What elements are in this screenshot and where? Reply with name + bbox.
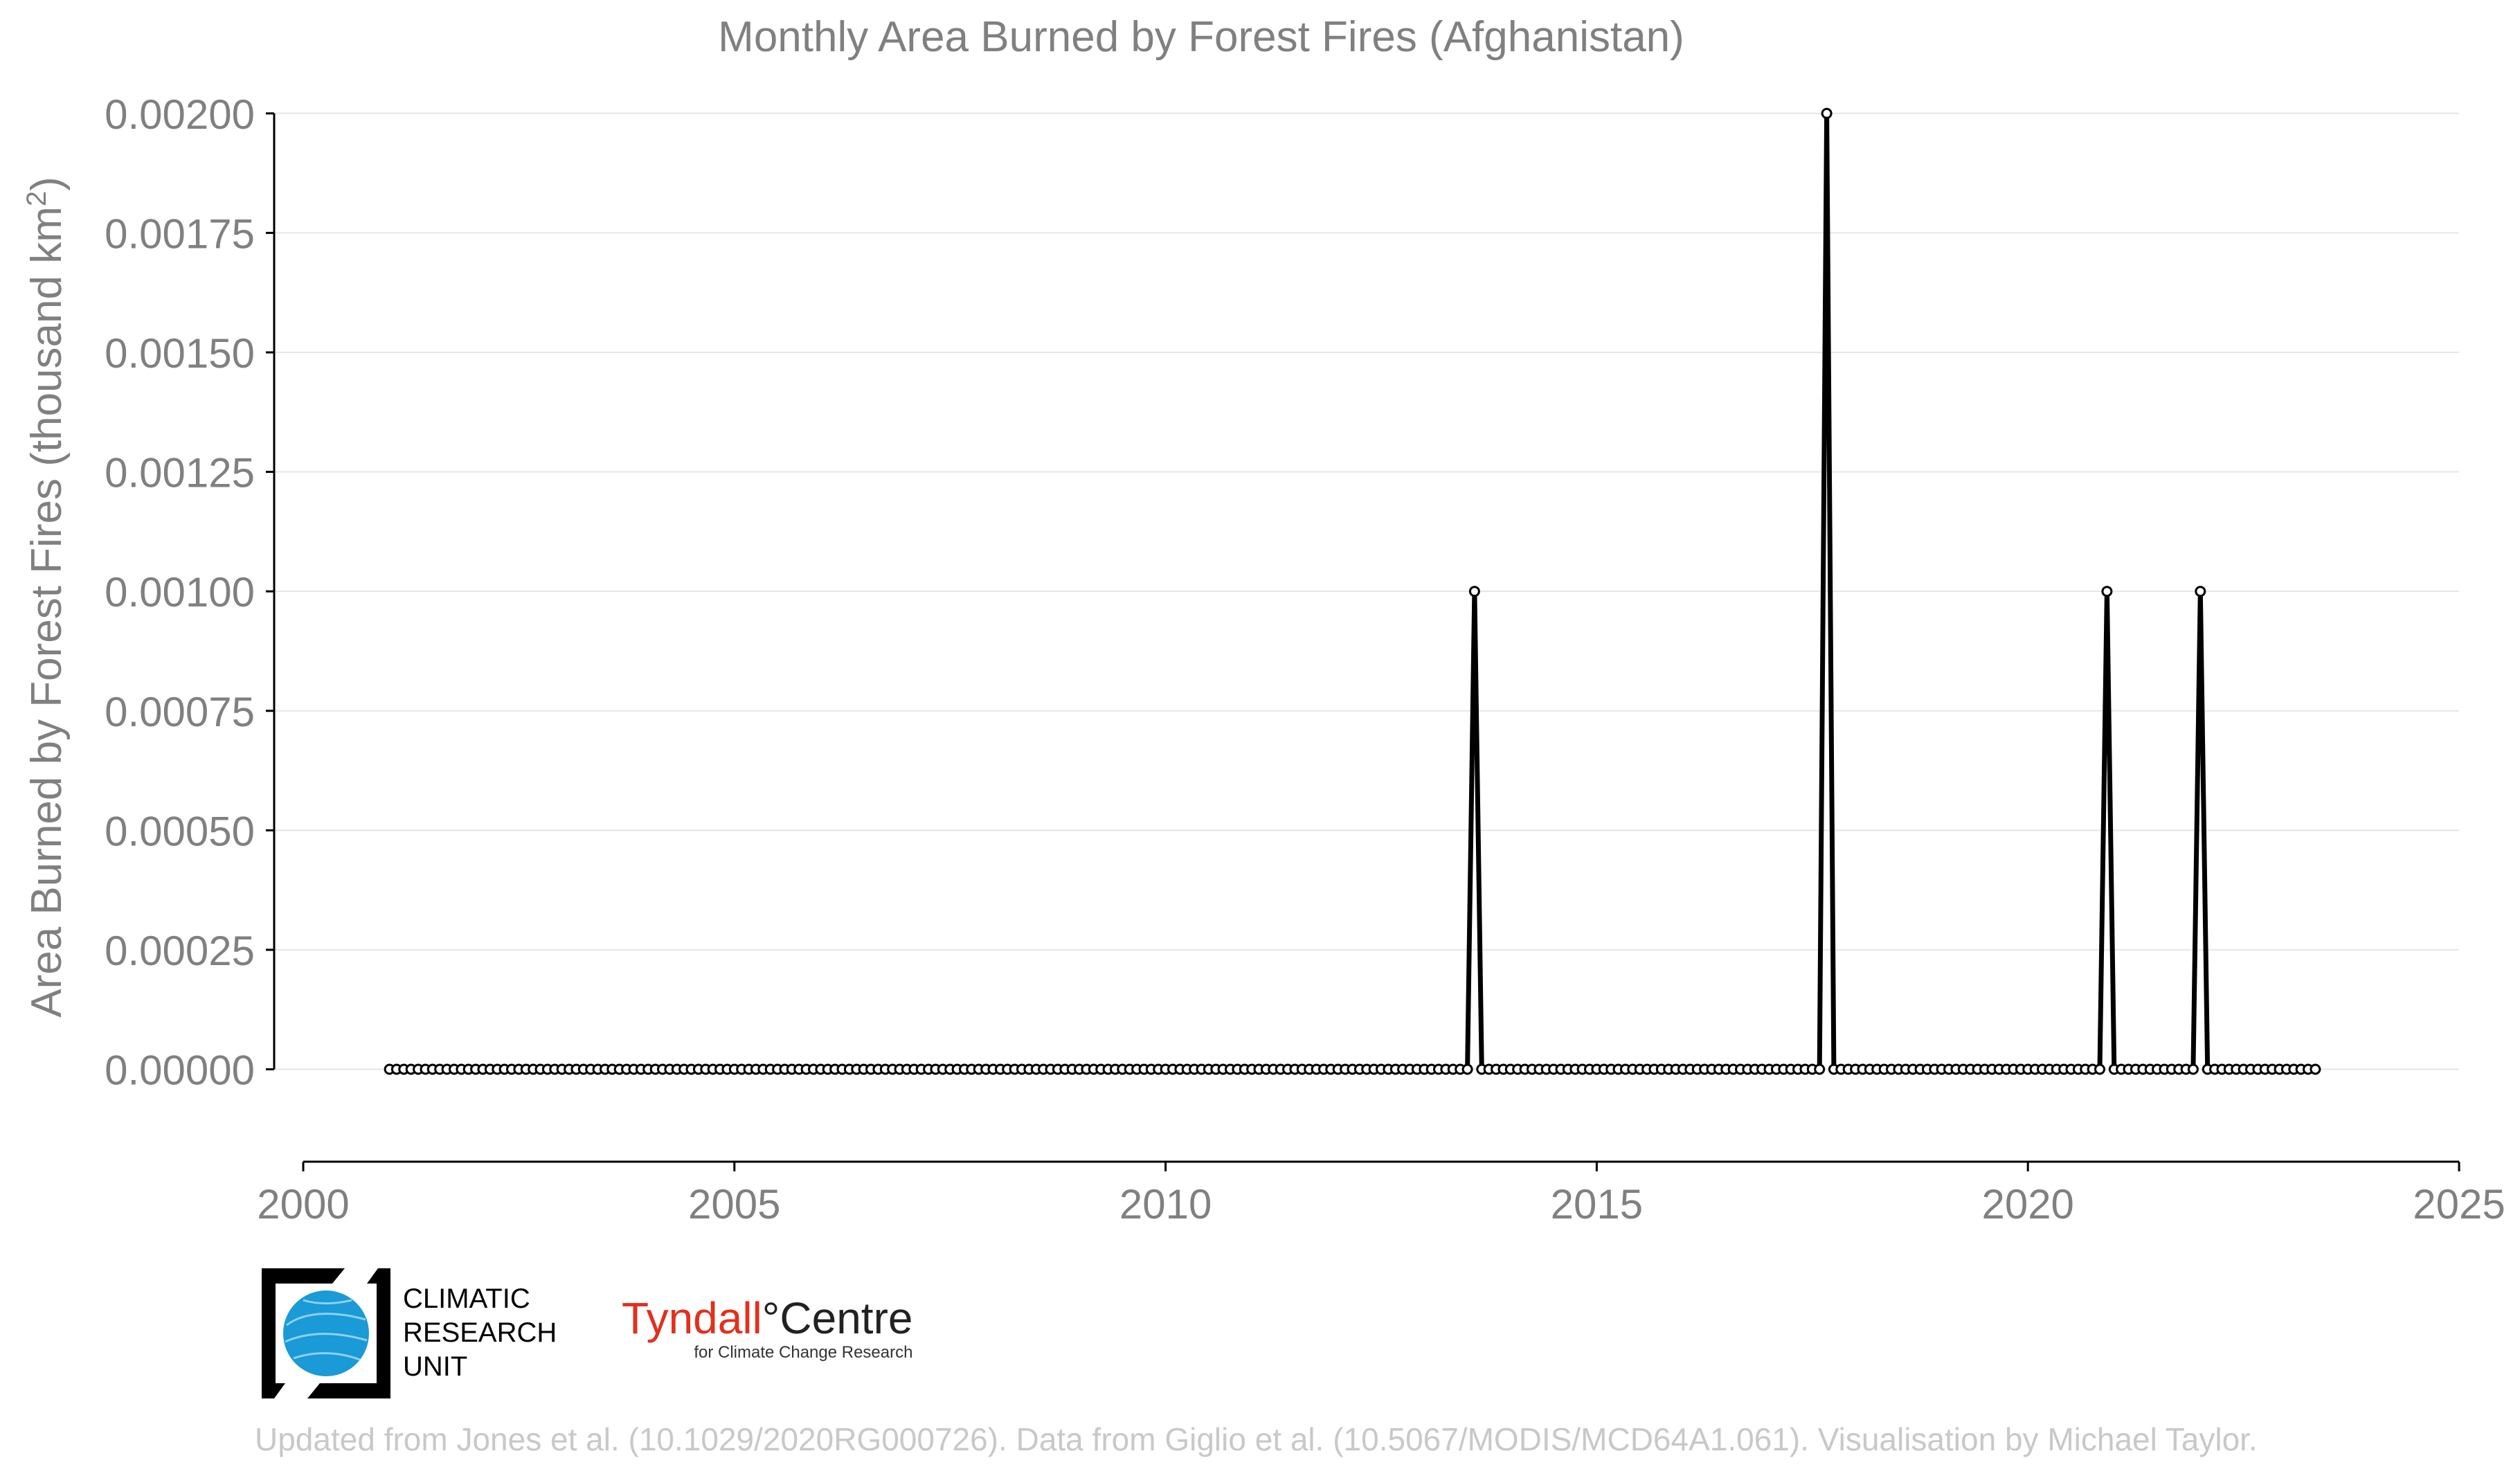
- y-tick-label: 0.00025: [105, 928, 255, 974]
- chart-area: 0.00000 0.00025 0.00050 0.00075 0.00100 0.001…: [21, 91, 2505, 1227]
- data-point: [2187, 1063, 2199, 1075]
- x-ticks: 2000 2005 2010 2015 2020 2025: [257, 1162, 2505, 1227]
- x-tick-label: 2010: [1119, 1181, 1212, 1227]
- data-point: [2101, 586, 2113, 597]
- y-tick-label: 0.00175: [105, 210, 255, 257]
- y-tick-label: 0.00100: [105, 569, 255, 615]
- x-tick-label: 2015: [1551, 1181, 1643, 1227]
- y-tick-label: 0.00075: [105, 689, 255, 735]
- data-point: [1814, 1063, 1826, 1075]
- x-tick-label: 2025: [2413, 1181, 2505, 1227]
- data-point: [2094, 1063, 2105, 1075]
- tyndall-degree: °: [762, 1293, 780, 1343]
- logos: CLIMATIC RESEARCH UNIT Tyndall°Centre fo…: [255, 1264, 947, 1403]
- data-point: [2195, 586, 2206, 597]
- y-tick-label: 0.00125: [105, 450, 255, 496]
- data-point: [1821, 107, 1833, 119]
- gridlines: [274, 112, 2459, 1070]
- tyndall-black-text: Centre: [780, 1293, 913, 1343]
- x-tick-label: 2005: [688, 1181, 780, 1227]
- data-point: [1461, 1063, 1473, 1075]
- data-point: [1468, 586, 1480, 597]
- tyndall-subtitle: for Climate Change Research: [694, 1343, 913, 1362]
- y-tick-label: 0.00200: [105, 91, 255, 138]
- cru-logo-text: CLIMATIC RESEARCH UNIT: [403, 1282, 557, 1384]
- y-tick-label: 0.00150: [105, 330, 255, 377]
- tyndall-logo: Tyndall°Centre for Climate Change Resear…: [622, 1295, 912, 1362]
- data-point: [2310, 1063, 2321, 1075]
- cru-line: UNIT: [403, 1351, 468, 1382]
- cru-line: RESEARCH: [403, 1317, 557, 1348]
- y-tick-label: 0.00000: [105, 1047, 255, 1094]
- credit-text: Updated from Jones et al. (10.1029/2020R…: [255, 1421, 2258, 1457]
- cru-line: CLIMATIC: [403, 1284, 530, 1314]
- series-points: [384, 107, 2321, 1075]
- tyndall-red-text: Tyndall: [622, 1293, 762, 1343]
- x-tick-label: 2020: [1981, 1181, 2073, 1227]
- cru-logo-icon: [262, 1268, 390, 1398]
- y-axis-label: Area Burned by Forest Fires (thousand km…: [21, 177, 71, 1018]
- y-tick-label: 0.00050: [105, 808, 255, 854]
- y-ticks: 0.00000 0.00025 0.00050 0.00075 0.00100 0.001…: [105, 91, 274, 1094]
- chart-title: Monthly Area Burned by Forest Fires (Afg…: [718, 13, 1684, 61]
- x-tick-label: 2000: [257, 1181, 349, 1227]
